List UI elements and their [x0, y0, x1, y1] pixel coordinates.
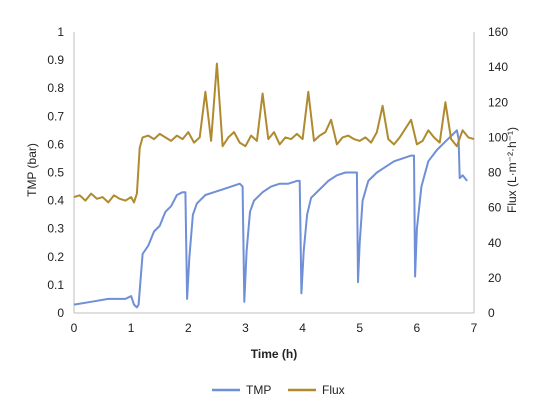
- y-left-tick-label: 0.1: [47, 278, 64, 292]
- x-tick-label: 4: [299, 321, 306, 335]
- y-left-tick-label: 0.9: [47, 53, 64, 67]
- y-left-tick-label: 0.8: [47, 81, 64, 95]
- y-right-tick-label: 0: [488, 306, 495, 320]
- y-axis-right-title: Flux (L·m⁻²·h⁻¹): [505, 127, 519, 213]
- y-right-tick-labels: 0 20 40 60 80 100 120 140 160: [488, 25, 508, 320]
- y-left-tick-label: 0.6: [47, 137, 64, 151]
- legend-label-tmp: TMP: [246, 383, 271, 397]
- y-right-tick-label: 140: [488, 60, 508, 74]
- x-tick-label: 1: [128, 321, 135, 335]
- series-layer: [73, 62, 475, 309]
- y-left-tick-label: 0.7: [47, 109, 64, 123]
- series-line-flux: [73, 62, 475, 204]
- y-right-tick-label: 80: [488, 166, 502, 180]
- axes: [73, 32, 475, 314]
- x-tick-label: 0: [71, 321, 78, 335]
- x-tick-label: 5: [356, 321, 363, 335]
- x-axis-title: Time (h): [251, 347, 297, 361]
- x-tick-label: 3: [242, 321, 249, 335]
- y-left-tick-label: 1: [57, 25, 64, 39]
- y-right-tick-label: 100: [488, 130, 508, 144]
- x-tick-labels: 0 1 2 3 4 5 6 7: [71, 321, 478, 335]
- y-left-tick-label: 0: [57, 306, 64, 320]
- y-left-tick-labels: 0 0.1 0.2 0.3 0.4 0.5 0.6 0.7 0.8 0.9 1: [47, 25, 64, 320]
- y-right-tick-label: 120: [488, 95, 508, 109]
- y-right-tick-label: 40: [488, 236, 502, 250]
- y-right-tick-label: 60: [488, 201, 502, 215]
- series-line-tmp: [73, 129, 468, 309]
- y-axis-left-title: TMP (bar): [25, 143, 39, 197]
- x-tick-label: 2: [185, 321, 192, 335]
- x-tick-label: 7: [471, 321, 478, 335]
- y-left-tick-label: 0.5: [47, 166, 64, 180]
- y-left-tick-label: 0.2: [47, 250, 64, 264]
- y-left-tick-label: 0.3: [47, 222, 64, 236]
- y-left-tick-label: 0.4: [47, 194, 64, 208]
- legend-label-flux: Flux: [322, 383, 345, 397]
- y-right-tick-label: 160: [488, 25, 508, 39]
- x-tick-label: 6: [414, 321, 421, 335]
- legend: TMP Flux: [212, 383, 345, 397]
- y-right-tick-label: 20: [488, 271, 502, 285]
